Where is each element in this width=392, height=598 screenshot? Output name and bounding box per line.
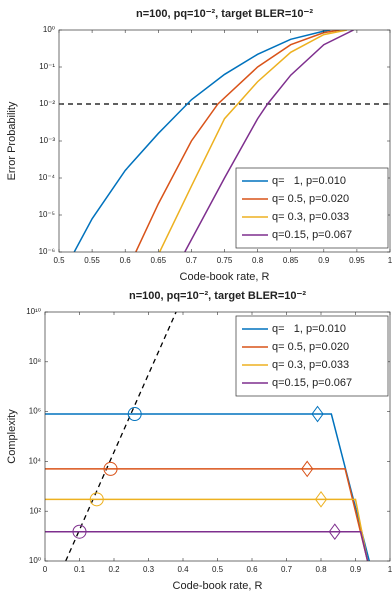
x-tick-label: 0.5 bbox=[212, 565, 224, 574]
y-tick-label: 10⁻¹ bbox=[39, 62, 55, 71]
legend-label: q=0.15, p=0.067 bbox=[272, 229, 352, 241]
diamond-marker bbox=[311, 405, 324, 423]
x-tick-label: 1 bbox=[388, 256, 392, 265]
diamond-marker bbox=[314, 490, 328, 508]
axes-frame bbox=[44, 311, 391, 562]
x-tick-label: 0.6 bbox=[246, 565, 258, 574]
legend-label: q= 0.3, p=0.033 bbox=[272, 359, 349, 371]
chart-title: n=100, pq=10⁻², target BLER=10⁻² bbox=[136, 8, 313, 20]
circle-marker bbox=[72, 524, 87, 539]
x-axis-label: Code-book rate, R bbox=[173, 580, 263, 592]
y-tick-label: 10⁶ bbox=[29, 407, 41, 416]
series-line bbox=[73, 30, 331, 252]
series-line bbox=[135, 30, 341, 252]
reference-line bbox=[65, 312, 177, 561]
y-tick-label: 10⁻³ bbox=[39, 136, 55, 145]
x-tick-label: 0.8 bbox=[315, 565, 327, 574]
circle-marker bbox=[127, 407, 142, 422]
legend-label: q= 0.3, p=0.033 bbox=[272, 211, 349, 223]
series-line bbox=[45, 468, 369, 561]
y-tick-label: 10¹⁰ bbox=[26, 307, 41, 316]
x-tick-label: 0.6 bbox=[120, 256, 132, 265]
x-tick-label: 0.3 bbox=[143, 565, 155, 574]
x-tick-label: 0.5 bbox=[53, 256, 65, 265]
circle-marker bbox=[103, 461, 118, 476]
axes-frame bbox=[58, 29, 391, 253]
x-axis-label: Code-book rate, R bbox=[180, 271, 270, 283]
series-line bbox=[45, 413, 371, 561]
x-tick-label: 0.7 bbox=[186, 256, 198, 265]
x-tick-label: 0.85 bbox=[283, 256, 299, 265]
series-line bbox=[45, 498, 369, 561]
chart-title: n=100, pq=10⁻², target BLER=10⁻² bbox=[129, 290, 306, 302]
x-tick-label: 0.9 bbox=[318, 256, 330, 265]
x-tick-label: 0.65 bbox=[151, 256, 167, 265]
y-tick-label: 10⁰ bbox=[29, 556, 41, 565]
legend-label: q=0.15, p=0.067 bbox=[272, 377, 352, 389]
x-tick-label: 0.75 bbox=[217, 256, 233, 265]
y-tick-label: 10⁰ bbox=[43, 25, 55, 34]
x-tick-label: 1 bbox=[388, 565, 392, 574]
series-line bbox=[45, 530, 369, 561]
legend-label: q= 0.5, p=0.020 bbox=[272, 193, 349, 205]
x-tick-label: 0.4 bbox=[177, 565, 189, 574]
circle-marker bbox=[89, 492, 104, 507]
y-tick-label: 10⁻⁴ bbox=[38, 173, 55, 182]
y-axis-label: Error Probability bbox=[6, 101, 18, 180]
x-tick-label: 0.8 bbox=[252, 256, 264, 265]
legend-label: q= 1, p=0.010 bbox=[272, 323, 346, 335]
diamond-marker bbox=[301, 460, 314, 478]
y-tick-label: 10⁻² bbox=[39, 99, 55, 108]
plot-area bbox=[45, 312, 371, 561]
y-tick-label: 10⁴ bbox=[29, 457, 42, 466]
y-tick-label: 10⁻⁶ bbox=[39, 247, 55, 256]
x-tick-label: 0.7 bbox=[281, 565, 293, 574]
series-line bbox=[158, 30, 348, 252]
plot-area bbox=[59, 30, 390, 252]
x-tick-label: 0.1 bbox=[74, 565, 86, 574]
y-tick-label: 10² bbox=[29, 506, 41, 515]
y-tick-label: 10⁸ bbox=[29, 357, 41, 366]
series-line bbox=[184, 30, 354, 252]
x-tick-label: 0.95 bbox=[349, 256, 365, 265]
legend-label: q= 1, p=0.010 bbox=[272, 175, 346, 187]
x-tick-label: 0.2 bbox=[108, 565, 120, 574]
x-tick-label: 0.55 bbox=[84, 256, 100, 265]
x-tick-label: 0.9 bbox=[350, 565, 362, 574]
y-tick-label: 10⁻⁵ bbox=[39, 210, 55, 219]
legend-label: q= 0.5, p=0.020 bbox=[272, 341, 349, 353]
y-axis-label: Complexity bbox=[6, 409, 18, 464]
diamond-marker bbox=[328, 523, 341, 541]
x-tick-label: 0 bbox=[43, 565, 48, 574]
